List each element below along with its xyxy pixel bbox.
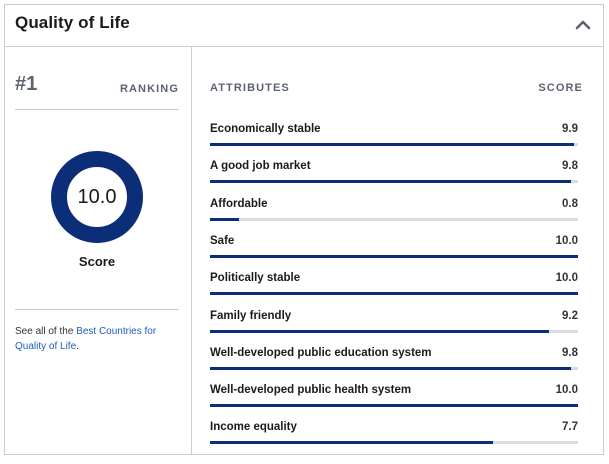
attribute-bar-track bbox=[210, 292, 578, 296]
attribute-row: Affordable 0.8 bbox=[210, 198, 578, 228]
attribute-score: 7.7 bbox=[562, 421, 578, 434]
ranking-panel: #1 RANKING 10.0 Score See all of the Bes… bbox=[5, 47, 192, 454]
attribute-score: 10.0 bbox=[555, 384, 578, 397]
attribute-bar-track bbox=[210, 366, 578, 370]
attribute-bar-track bbox=[210, 441, 578, 445]
see-all-suffix: . bbox=[76, 341, 79, 352]
attribute-score: 9.8 bbox=[562, 346, 578, 359]
attribute-bar-track bbox=[210, 254, 578, 258]
attribute-row: Economically stable 9.9 bbox=[210, 123, 578, 153]
attribute-row: A good job market 9.8 bbox=[210, 160, 578, 190]
attribute-score: 0.8 bbox=[562, 197, 578, 210]
attribute-row: Well-developed public education system 9.… bbox=[210, 347, 578, 377]
attribute-bar-fill bbox=[210, 441, 494, 445]
best-countries-link[interactable]: Best Countries for Quality of Life bbox=[15, 326, 157, 352]
attribute-score: 10.0 bbox=[555, 272, 578, 285]
attributes-panel: ATTRIBUTES SCORE Economically stable 9.9 A… bbox=[192, 47, 603, 454]
attribute-name: Politically stable bbox=[210, 272, 301, 285]
attribute-name: Well-developed public education system bbox=[210, 346, 432, 359]
attribute-score: 9.9 bbox=[562, 123, 578, 135]
attribute-row: Safe 10.0 bbox=[210, 235, 578, 265]
attribute-name: Income equality bbox=[210, 421, 297, 434]
attribute-name: Economically stable bbox=[210, 123, 321, 135]
attribute-score: 10.0 bbox=[555, 234, 578, 247]
attribute-bar-fill bbox=[210, 143, 575, 146]
rank-number: #1 bbox=[15, 73, 38, 95]
score-column-header: SCORE bbox=[538, 82, 583, 94]
attribute-bar-fill bbox=[210, 217, 240, 221]
attribute-name: Affordable bbox=[210, 197, 268, 210]
score-value: 10.0 bbox=[77, 186, 117, 208]
attribute-row: Income equality 7.7 bbox=[210, 421, 578, 451]
attribute-bar-fill bbox=[210, 254, 578, 258]
attribute-bar-track bbox=[210, 329, 578, 333]
divider bbox=[15, 309, 179, 310]
attribute-bar-track bbox=[210, 404, 578, 408]
attribute-bar-track bbox=[210, 180, 578, 184]
attribute-bar-fill bbox=[210, 180, 571, 184]
attribute-name: Family friendly bbox=[210, 309, 292, 322]
attribute-row: Politically stable 10.0 bbox=[210, 272, 578, 302]
card-title: Quality of Life bbox=[15, 13, 130, 32]
see-all-text: See all of the Best Countries for Qualit… bbox=[15, 324, 183, 354]
attribute-bar-fill bbox=[210, 404, 578, 408]
attribute-score: 9.2 bbox=[562, 309, 578, 322]
attribute-bar-track bbox=[210, 143, 578, 146]
score-label: Score bbox=[78, 254, 116, 269]
attribute-name: A good job market bbox=[210, 160, 311, 173]
attribute-bar-fill bbox=[210, 292, 578, 296]
quality-of-life-card: Quality of Life #1 RANKING 10.0 Score Se… bbox=[4, 4, 604, 455]
attribute-score: 9.8 bbox=[562, 160, 578, 173]
ranking-label: RANKING bbox=[119, 83, 179, 95]
chevron-up-icon[interactable] bbox=[573, 15, 593, 35]
attribute-row: Family friendly 9.2 bbox=[210, 310, 578, 340]
attribute-bar-fill bbox=[210, 366, 571, 370]
attribute-bar-track bbox=[210, 217, 578, 221]
see-all-prefix: See all of the bbox=[15, 326, 77, 337]
divider bbox=[15, 109, 179, 110]
attribute-bar-fill bbox=[210, 329, 549, 333]
attribute-name: Well-developed public health system bbox=[210, 384, 412, 397]
attributes-column-header: ATTRIBUTES bbox=[210, 82, 290, 94]
score-ring bbox=[51, 151, 143, 243]
attribute-name: Safe bbox=[210, 234, 235, 247]
card-header[interactable]: Quality of Life bbox=[5, 5, 603, 47]
attribute-row: Well-developed public health system 10.0 bbox=[210, 384, 578, 414]
score-ring-arc bbox=[51, 151, 143, 243]
